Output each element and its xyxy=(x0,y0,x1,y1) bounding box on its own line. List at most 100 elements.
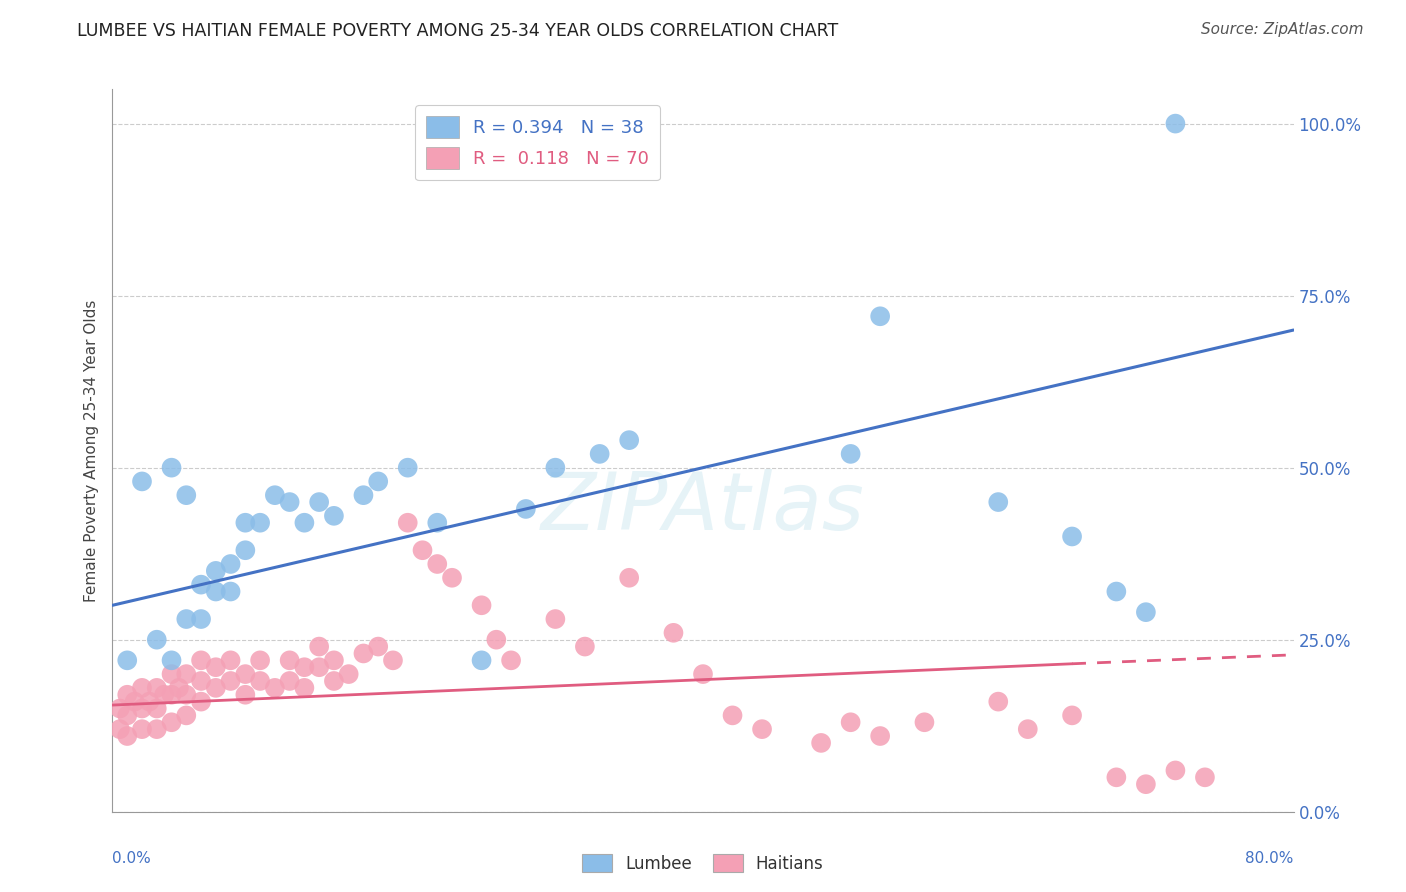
Point xyxy=(588,117,610,131)
Point xyxy=(619,571,641,585)
Point xyxy=(278,673,301,688)
Text: 80.0%: 80.0% xyxy=(1246,852,1294,866)
Point xyxy=(160,688,183,702)
Point xyxy=(219,557,242,571)
Point xyxy=(1135,605,1157,619)
Point xyxy=(619,433,641,447)
Point xyxy=(153,688,176,702)
Point xyxy=(205,584,228,599)
Legend: Lumbee, Haitians: Lumbee, Haitians xyxy=(575,847,831,880)
Point xyxy=(219,653,242,667)
Point xyxy=(396,516,419,530)
Point xyxy=(751,722,773,736)
Point xyxy=(278,495,301,509)
Point xyxy=(323,508,346,523)
Point xyxy=(426,516,449,530)
Point xyxy=(233,516,256,530)
Point xyxy=(1135,777,1157,791)
Point xyxy=(124,695,146,709)
Point xyxy=(544,460,567,475)
Point xyxy=(323,673,346,688)
Point xyxy=(190,577,212,591)
Point xyxy=(396,460,419,475)
Point xyxy=(174,612,197,626)
Point xyxy=(249,653,271,667)
Point xyxy=(233,688,256,702)
Point xyxy=(146,632,169,647)
Text: LUMBEE VS HAITIAN FEMALE POVERTY AMONG 25-34 YEAR OLDS CORRELATION CHART: LUMBEE VS HAITIAN FEMALE POVERTY AMONG 2… xyxy=(77,22,838,40)
Point xyxy=(1062,529,1084,543)
Point xyxy=(1062,708,1084,723)
Point xyxy=(108,722,131,736)
Point xyxy=(190,673,212,688)
Point xyxy=(205,660,228,674)
Point xyxy=(131,475,153,489)
Point xyxy=(292,516,315,530)
Point xyxy=(869,310,891,324)
Point xyxy=(146,722,169,736)
Point xyxy=(219,673,242,688)
Point xyxy=(574,640,596,654)
Point xyxy=(131,681,153,695)
Point xyxy=(588,447,610,461)
Text: ZIPAtlas: ZIPAtlas xyxy=(541,469,865,548)
Point xyxy=(352,647,374,661)
Point xyxy=(337,667,360,681)
Point xyxy=(174,667,197,681)
Point xyxy=(367,640,389,654)
Point xyxy=(323,653,346,667)
Point xyxy=(382,653,405,667)
Point xyxy=(869,729,891,743)
Point xyxy=(501,653,523,667)
Point xyxy=(810,736,832,750)
Point xyxy=(721,708,744,723)
Point xyxy=(1105,770,1128,784)
Point xyxy=(264,681,287,695)
Point xyxy=(108,701,131,715)
Point xyxy=(1105,584,1128,599)
Point xyxy=(1164,117,1187,131)
Text: Source: ZipAtlas.com: Source: ZipAtlas.com xyxy=(1201,22,1364,37)
Point xyxy=(233,667,256,681)
Point xyxy=(160,653,183,667)
Point xyxy=(190,695,212,709)
Point xyxy=(441,571,464,585)
Point xyxy=(117,653,138,667)
Point xyxy=(174,708,197,723)
Point xyxy=(174,488,197,502)
Point xyxy=(160,460,183,475)
Point xyxy=(131,701,153,715)
Point xyxy=(146,701,169,715)
Point xyxy=(233,543,256,558)
Point xyxy=(160,667,183,681)
Point xyxy=(914,715,936,730)
Point xyxy=(146,681,169,695)
Point xyxy=(138,695,160,709)
Point xyxy=(308,660,330,674)
Point xyxy=(1017,722,1039,736)
Point xyxy=(308,495,330,509)
Point xyxy=(987,495,1010,509)
Point xyxy=(839,715,862,730)
Point xyxy=(426,557,449,571)
Point xyxy=(839,447,862,461)
Point xyxy=(470,653,494,667)
Point xyxy=(1194,770,1216,784)
Point xyxy=(167,681,190,695)
Point xyxy=(662,625,685,640)
Point xyxy=(249,673,271,688)
Point xyxy=(117,688,138,702)
Point xyxy=(219,584,242,599)
Point xyxy=(987,695,1010,709)
Point xyxy=(190,653,212,667)
Point xyxy=(470,599,494,613)
Point xyxy=(515,502,537,516)
Point xyxy=(411,543,433,558)
Point xyxy=(205,681,228,695)
Point xyxy=(692,667,714,681)
Point xyxy=(278,653,301,667)
Legend: R = 0.394   N = 38, R =  0.118   N = 70: R = 0.394 N = 38, R = 0.118 N = 70 xyxy=(415,105,659,180)
Point xyxy=(205,564,228,578)
Text: 0.0%: 0.0% xyxy=(112,852,152,866)
Point xyxy=(485,632,508,647)
